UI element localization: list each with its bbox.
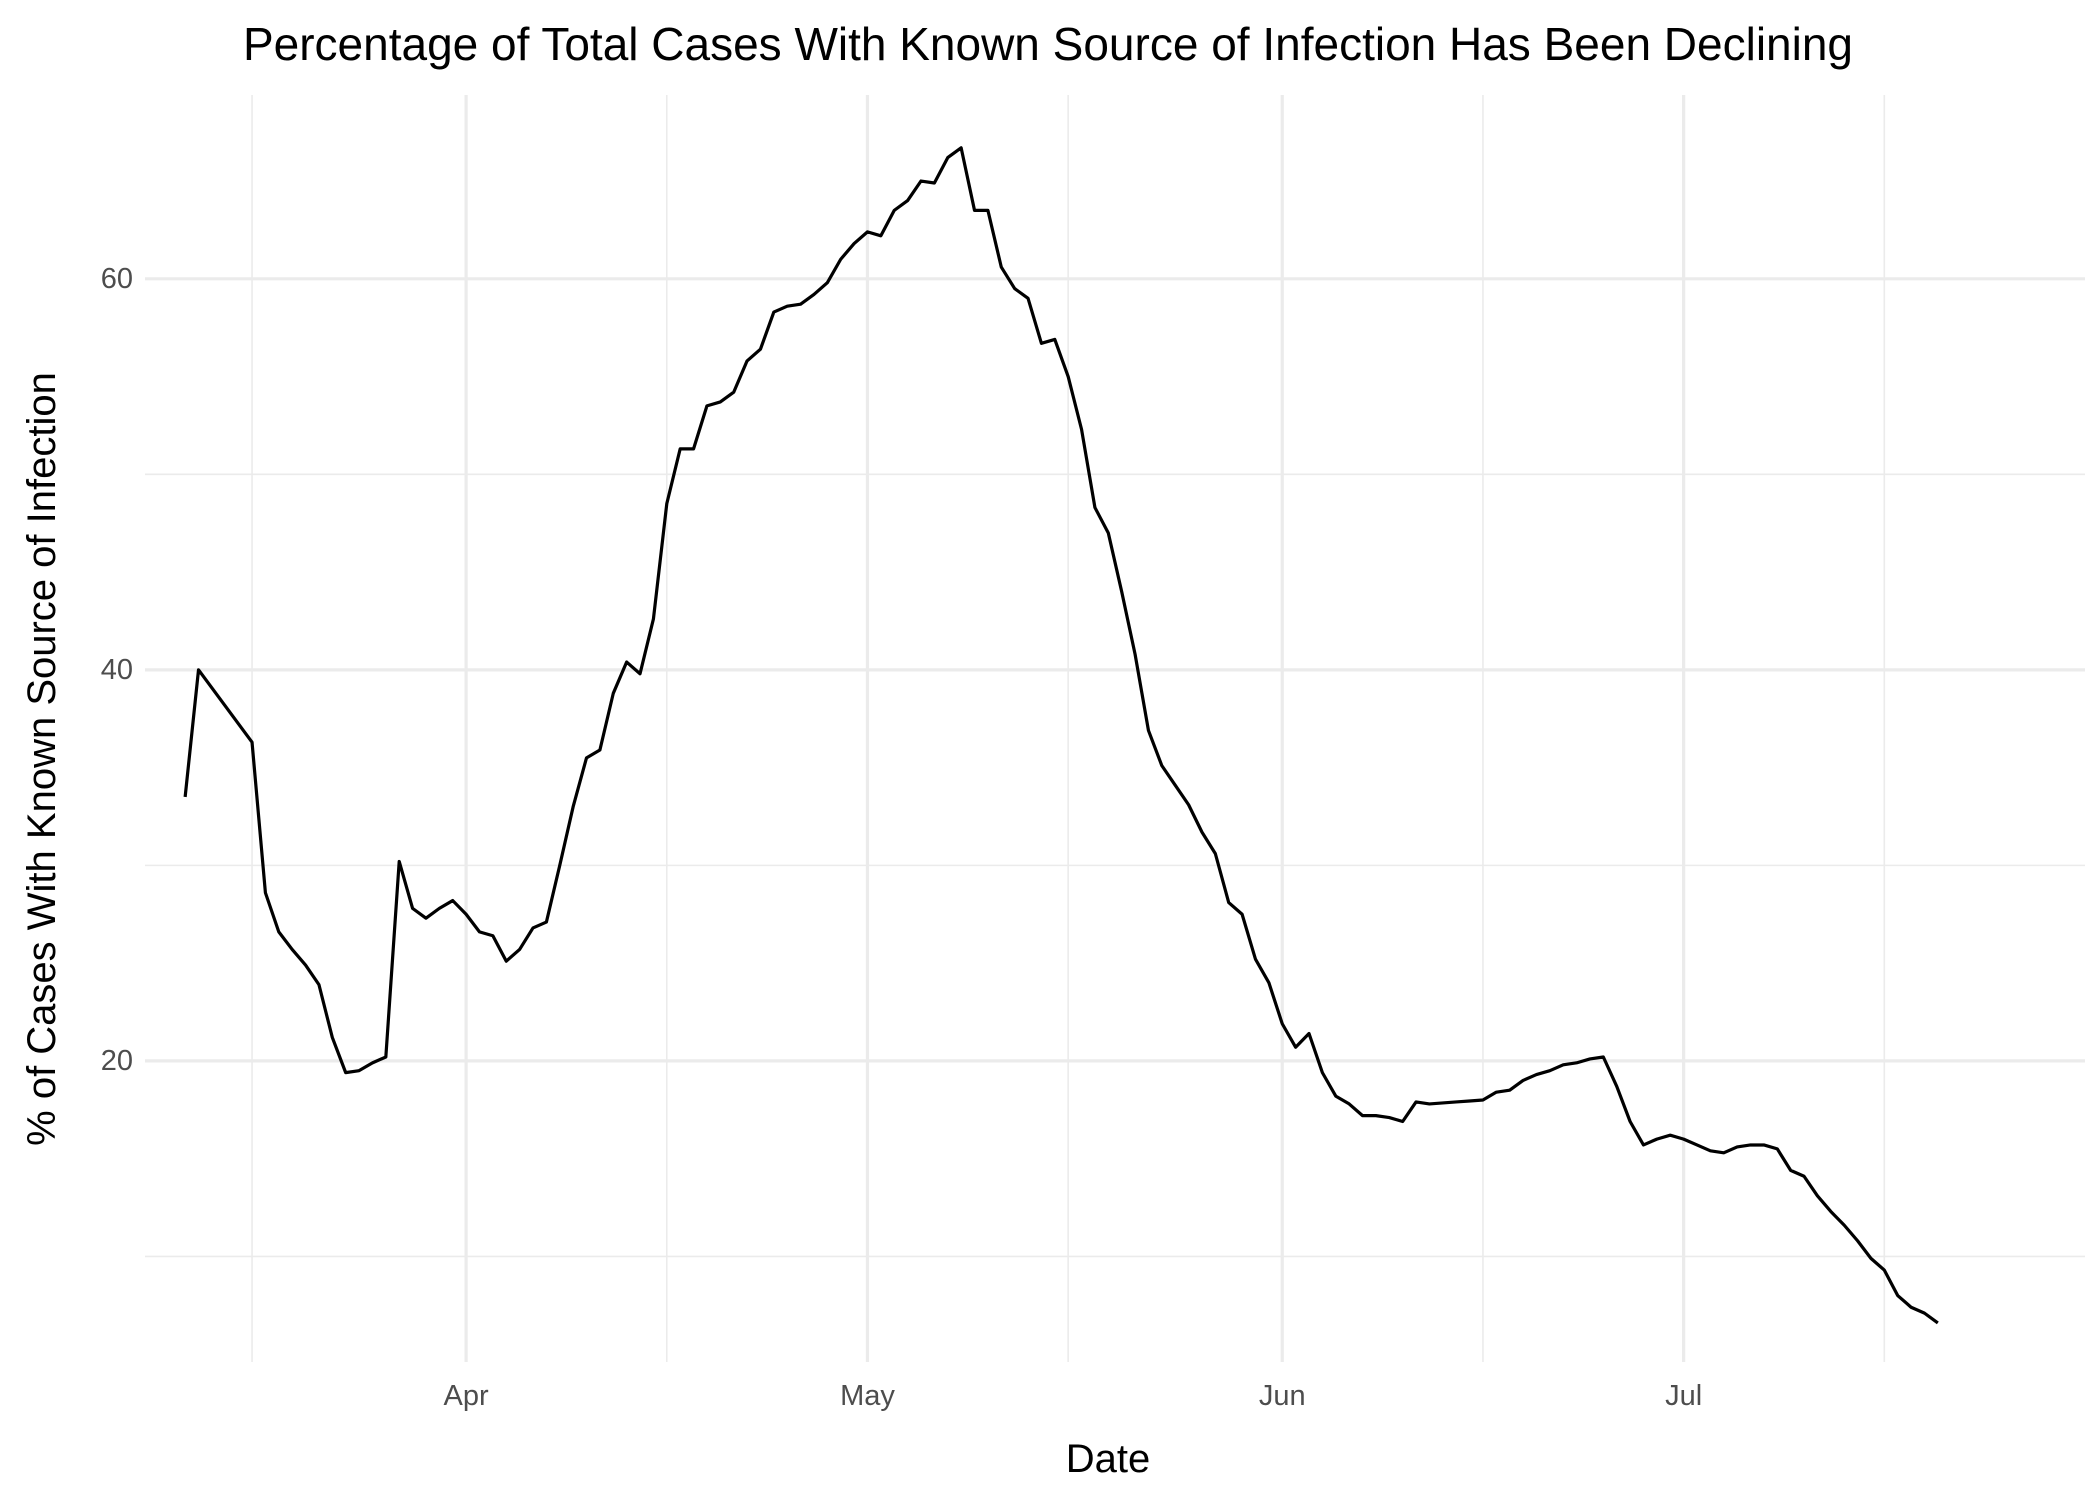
y-tick-label: 20 [101,1045,133,1077]
x-axis-title: Date [1066,1437,1151,1481]
x-tick-label: Jul [1665,1380,1702,1412]
y-tick-label: 60 [101,263,133,295]
x-axis-tick-labels: Apr May Jun Jul [444,1380,1703,1412]
y-tick-label: 40 [101,654,133,686]
x-tick-label: May [840,1380,895,1412]
grid [145,95,2085,1362]
y-axis-tick-labels: 20 40 60 [101,263,133,1077]
chart-title: Percentage of Total Cases With Known Sou… [243,18,1853,70]
series-layer [183,146,1939,1325]
series-line [183,146,1939,1325]
x-tick-label: Jun [1259,1380,1306,1412]
x-tick-label: Apr [444,1380,489,1412]
y-axis-title: % of Cases With Known Source of Infectio… [20,372,64,1146]
